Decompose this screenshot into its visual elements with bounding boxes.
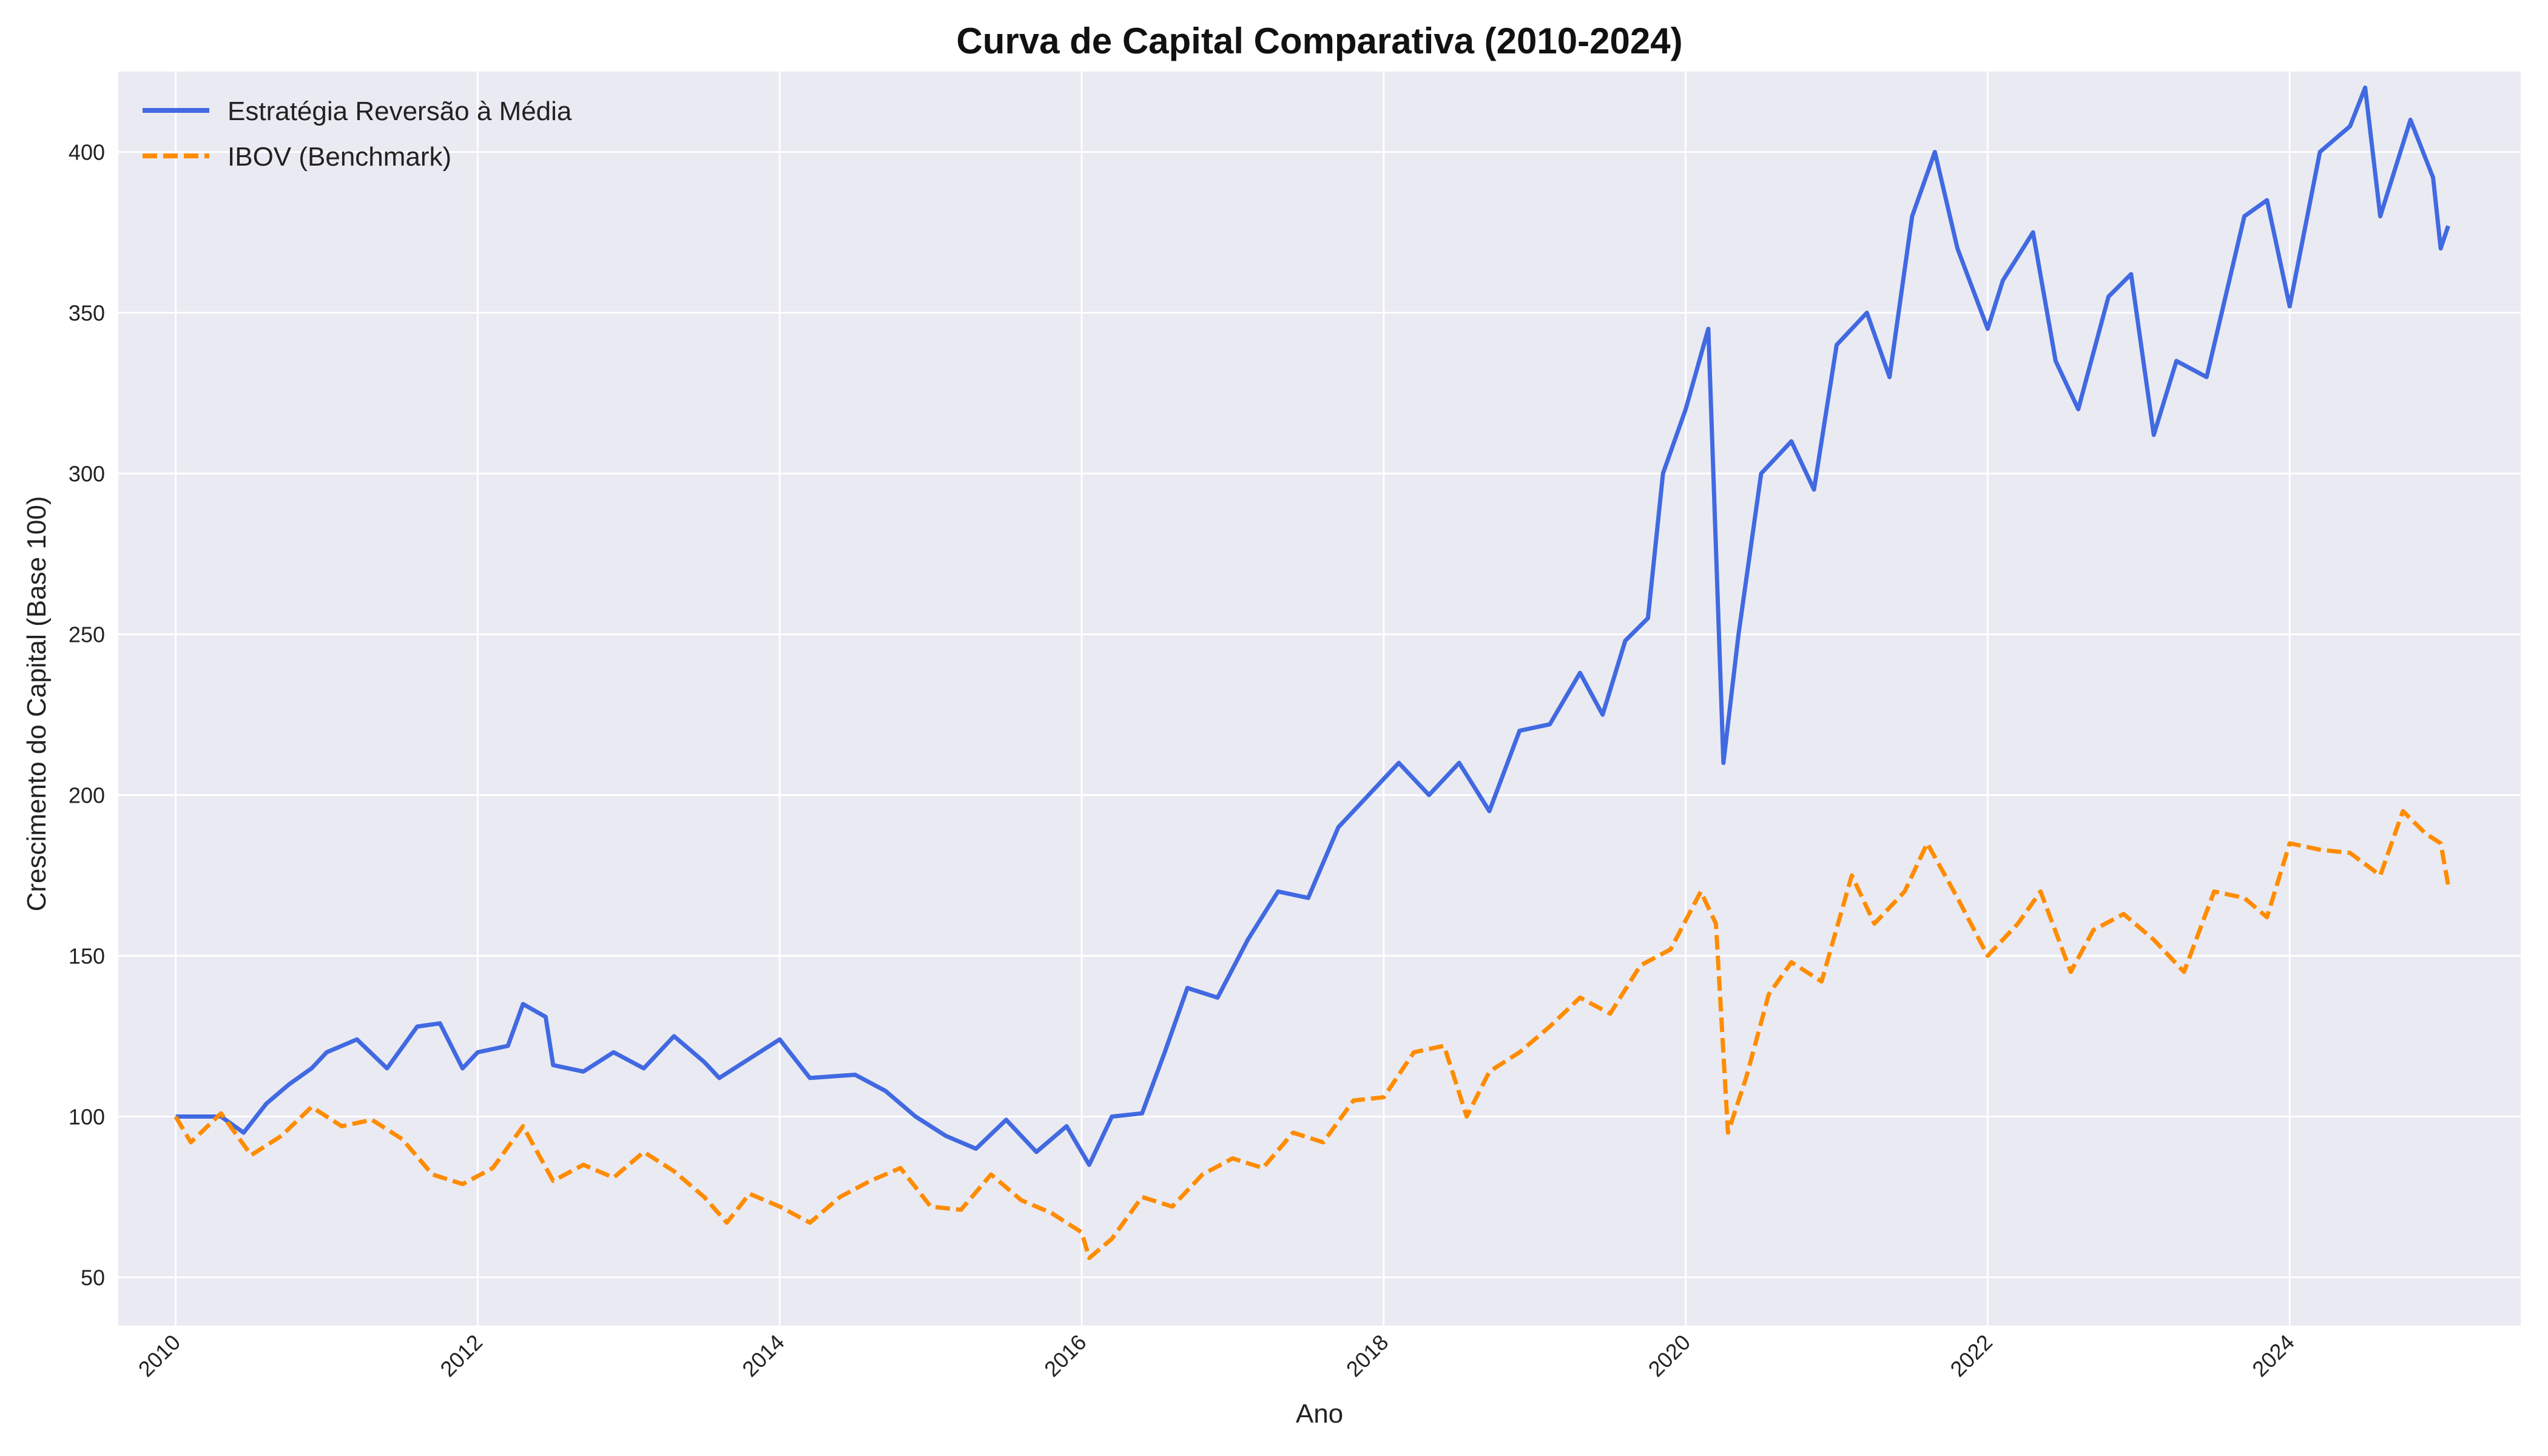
x-axis-label: Ano bbox=[1296, 1399, 1343, 1429]
legend-label-strategy: Estratégia Reversão à Média bbox=[228, 96, 572, 126]
y-tick-label: 400 bbox=[69, 140, 105, 165]
x-tick-label: 2014 bbox=[737, 1330, 789, 1382]
y-tick-label: 250 bbox=[69, 622, 105, 647]
legend-item-strategy: Estratégia Reversão à Média bbox=[143, 96, 572, 126]
x-tick-label: 2010 bbox=[133, 1330, 186, 1382]
y-axis-label: Crescimento do Capital (Base 100) bbox=[22, 496, 52, 912]
x-tick-label: 2012 bbox=[435, 1330, 487, 1382]
plot-background bbox=[118, 72, 2521, 1326]
legend-item-benchmark: IBOV (Benchmark) bbox=[143, 142, 451, 172]
chart-title: Curva de Capital Comparativa (2010-2024) bbox=[956, 21, 1682, 61]
x-tick-label: 2020 bbox=[1643, 1330, 1696, 1382]
x-tick-label: 2024 bbox=[2247, 1330, 2299, 1382]
x-tick-label: 2016 bbox=[1039, 1330, 1091, 1382]
y-tick-label: 200 bbox=[69, 783, 105, 808]
x-tick-label: 2018 bbox=[1341, 1330, 1394, 1382]
series-line-strategy bbox=[175, 86, 2450, 1167]
y-tick-label: 300 bbox=[69, 462, 105, 487]
y-tick-label: 50 bbox=[81, 1266, 105, 1290]
legend-label-benchmark: IBOV (Benchmark) bbox=[228, 142, 451, 172]
y-tick-label: 350 bbox=[69, 301, 105, 326]
x-tick-label: 2022 bbox=[1945, 1330, 1997, 1382]
series-line-benchmark bbox=[174, 809, 2450, 1261]
grid-lines bbox=[118, 72, 2521, 1326]
series-layer bbox=[174, 86, 2450, 1261]
legend: Estratégia Reversão à Média IBOV (Benchm… bbox=[143, 96, 572, 172]
y-tick-label: 150 bbox=[69, 944, 105, 969]
y-tick-label: 100 bbox=[69, 1105, 105, 1130]
